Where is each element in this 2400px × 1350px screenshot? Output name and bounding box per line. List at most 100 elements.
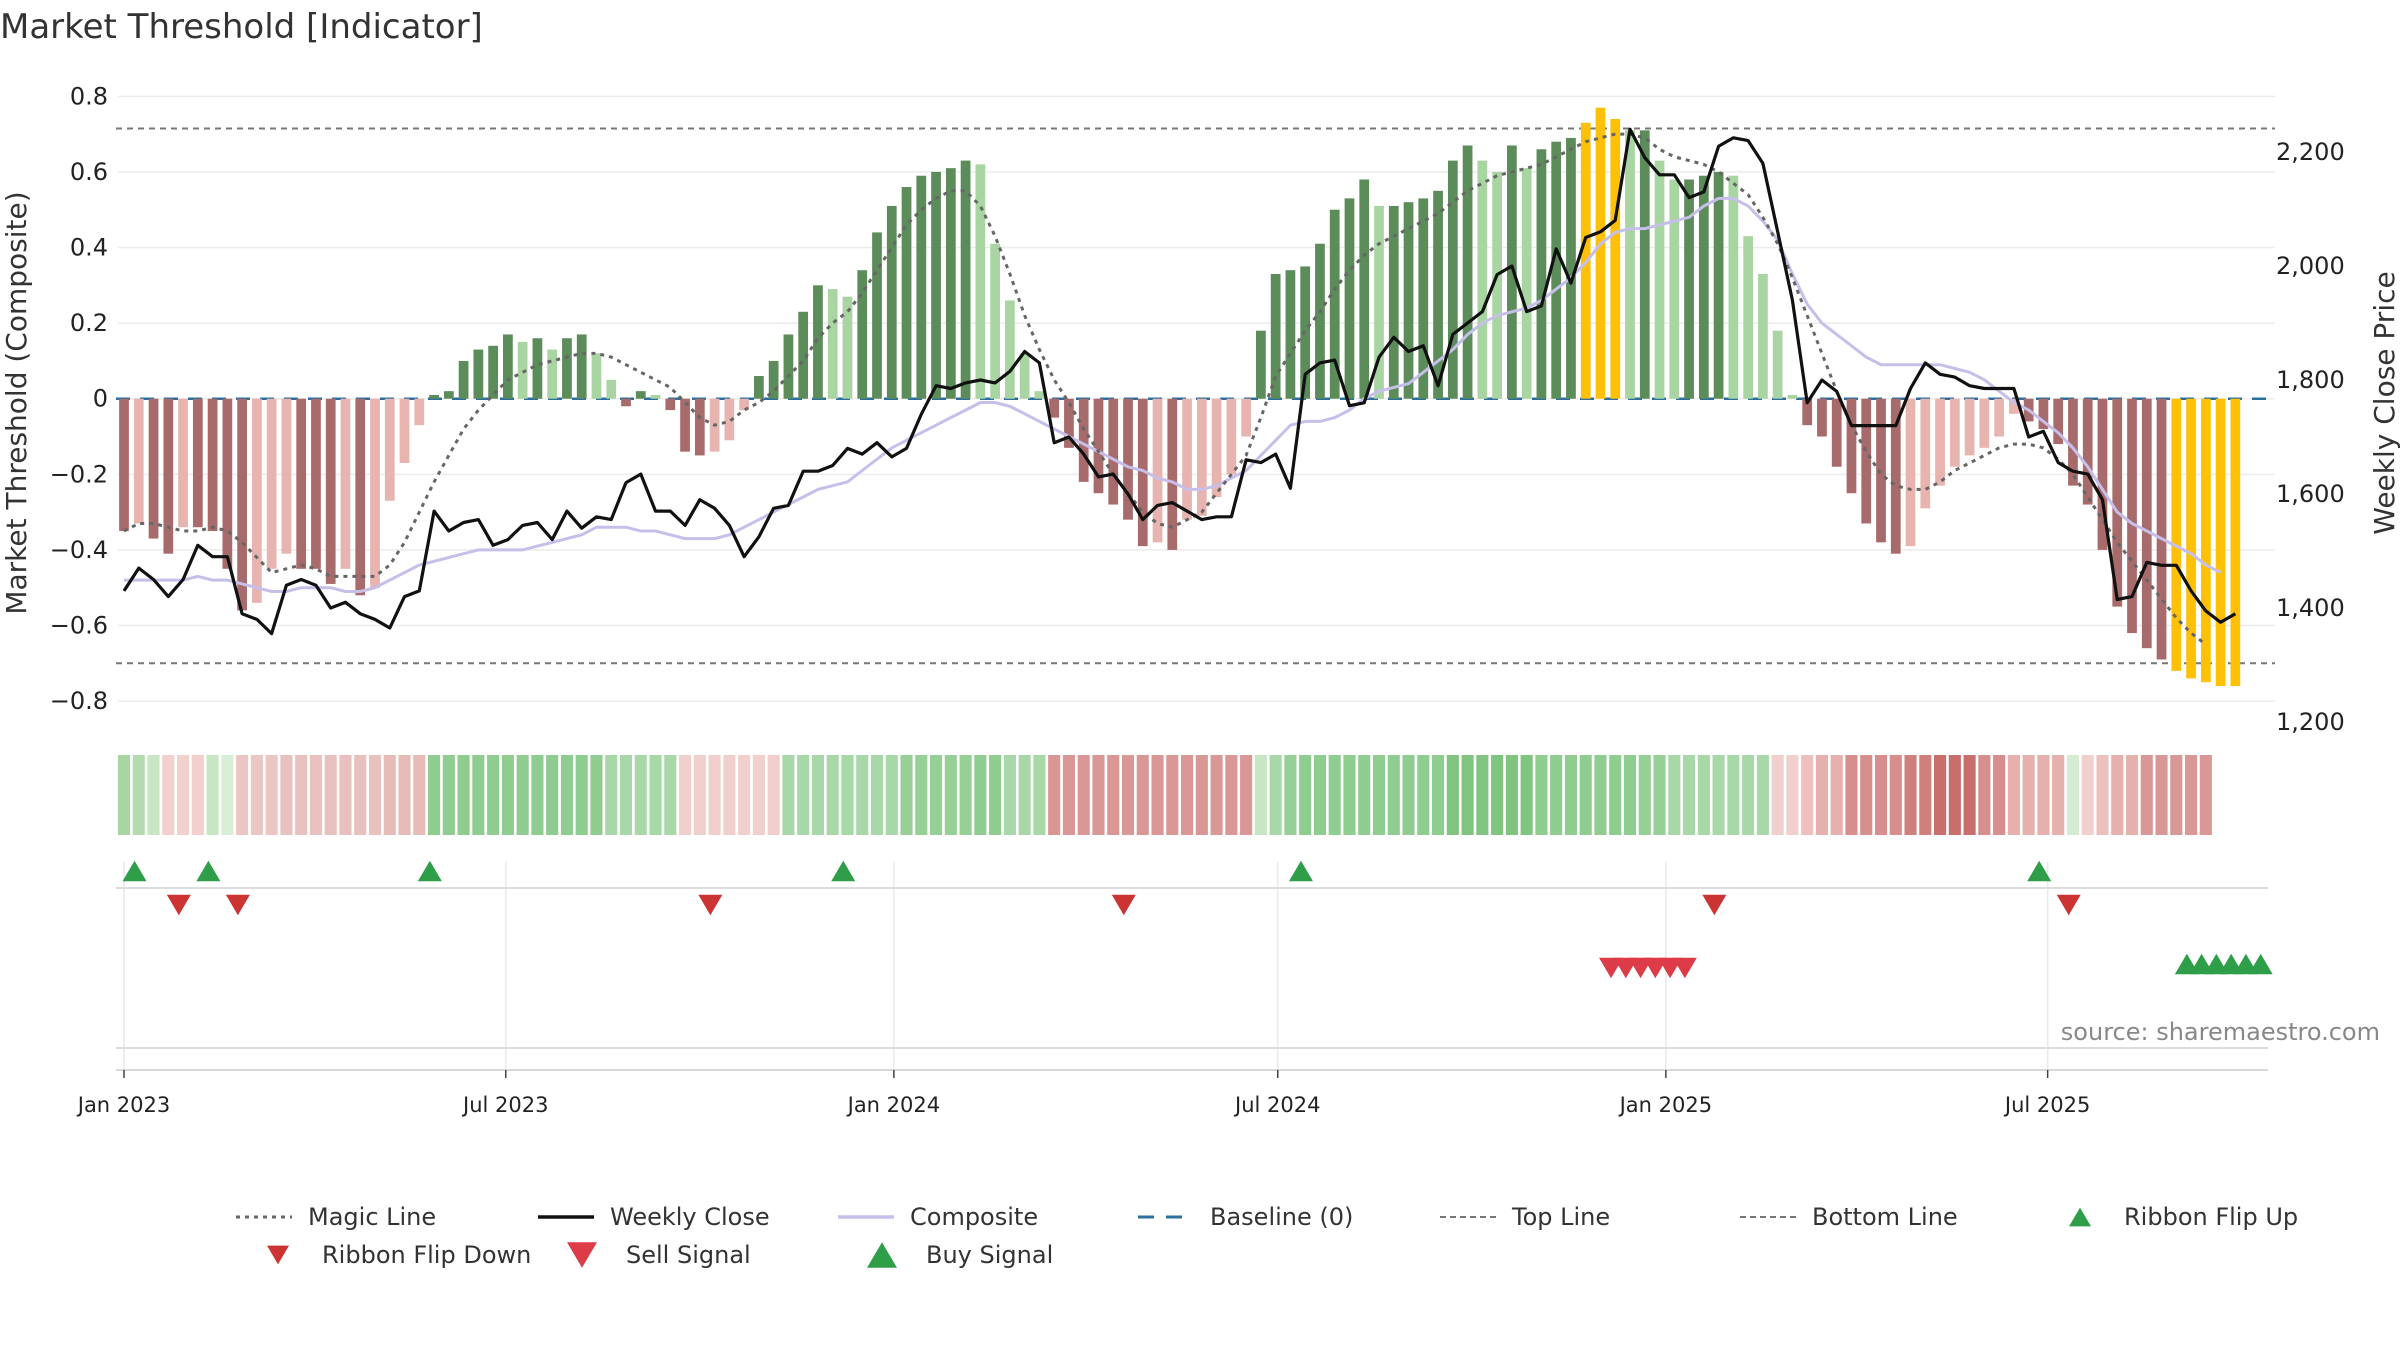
ribbon-cell: [531, 755, 544, 835]
left-tick-label: 0.4: [70, 234, 108, 262]
composite-bar: [1492, 171, 1502, 399]
x-tick-label: Jul 2025: [2003, 1093, 2090, 1117]
ribbon-flip-up-marker: [417, 860, 442, 882]
ribbon-cell: [1653, 755, 1666, 835]
ribbon-cell: [1461, 755, 1474, 835]
composite-bar: [1123, 398, 1133, 520]
ribbon-cell: [2140, 755, 2153, 835]
legend-label: Buy Signal: [926, 1241, 1053, 1269]
ribbon-cell: [885, 755, 898, 835]
composite-bar: [192, 398, 203, 528]
ribbon-cell: [811, 755, 824, 835]
composite-bar: [1787, 394, 1798, 399]
ribbon-flip-up-marker: [831, 860, 856, 882]
ribbon-cell: [1771, 755, 1784, 835]
composite-bar: [901, 187, 912, 399]
composite-bar: [2068, 398, 2078, 486]
composite-bar: [2082, 398, 2093, 505]
composite-bar: [488, 345, 498, 399]
legend-item-close: Weekly Close: [538, 1203, 770, 1231]
composite-bar: [1595, 107, 1606, 399]
sell-signal-marker: [1672, 957, 1697, 979]
ribbon-cell: [693, 755, 706, 835]
legend-swatch: [2069, 1207, 2091, 1227]
composite-bar: [754, 376, 764, 399]
ribbon-cell: [974, 755, 987, 835]
composite-bar: [1979, 398, 1990, 448]
ribbon-cell: [1358, 755, 1371, 835]
composite-bar: [1049, 398, 1060, 418]
composite-bar: [606, 379, 617, 399]
legend-label: Sell Signal: [626, 1241, 751, 1269]
ribbon-cell: [487, 755, 500, 835]
ribbon-cell: [856, 755, 869, 835]
composite-bar: [1285, 270, 1296, 399]
composite-bar: [2127, 398, 2137, 634]
composite-bar: [1817, 398, 1827, 437]
ribbon-cell: [1210, 755, 1223, 835]
ribbon-cell: [177, 755, 190, 835]
composite-bars: [119, 107, 2241, 686]
legend-swatch: [267, 1245, 289, 1265]
ribbon-flip-up-marker: [196, 860, 221, 882]
composite-bar: [2097, 398, 2108, 550]
signal-panels: [116, 860, 2273, 1070]
ribbon-cell: [1550, 755, 1563, 835]
composite-bar: [2200, 398, 2211, 683]
ribbon-cell: [1166, 755, 1179, 835]
legend-label: Ribbon Flip Up: [2124, 1203, 2298, 1231]
ribbon-cell: [1003, 755, 1016, 835]
ribbon-cell: [2170, 755, 2183, 835]
composite-bar: [1625, 130, 1635, 399]
ribbon-cell: [265, 755, 278, 835]
left-tick-label: 0.2: [70, 309, 108, 337]
composite-bar: [1876, 398, 1886, 543]
composite-bar: [266, 398, 277, 569]
composite-bar: [1462, 145, 1473, 399]
ribbon-cell: [2185, 755, 2198, 835]
ribbon-cell: [1579, 755, 1592, 835]
ribbon-cell: [1077, 755, 1090, 835]
ribbon-cell: [117, 755, 131, 835]
composite-bar: [798, 311, 809, 399]
ribbon-cell: [605, 755, 618, 835]
ribbon-cell: [1638, 755, 1651, 835]
ribbon-cell: [1815, 755, 1829, 835]
ribbon-cell: [1284, 755, 1297, 835]
buy-signal-marker: [2248, 953, 2273, 975]
composite-bar: [665, 398, 676, 411]
composite-bar: [1521, 168, 1532, 399]
composite-bar: [473, 349, 484, 399]
x-axis: Jan 2023 Jul 2023 Jan 2024 Jul 2024 Jan 2025…: [76, 1069, 2268, 1117]
ribbon-cell: [619, 755, 633, 835]
composite-bar: [886, 205, 897, 399]
composite-bar: [1920, 398, 1931, 509]
composite-bar: [443, 391, 454, 399]
legend-label: Magic Line: [308, 1203, 436, 1231]
ribbon-cell: [1830, 755, 1843, 835]
right-axis-title: Weekly Close Price: [2368, 271, 2400, 534]
right-tick-label: 2,000: [2276, 252, 2345, 280]
ribbon-cell: [383, 755, 396, 835]
composite-bar: [960, 160, 971, 399]
composite-bar: [872, 232, 882, 399]
ribbon-cell: [826, 755, 839, 835]
legend: Magic Line Weekly Close Composite Baseline …: [236, 1203, 2298, 1269]
x-tick-label: Jan 2025: [1618, 1093, 1713, 1117]
legend-label: Top Line: [1511, 1203, 1610, 1231]
ribbon-cell: [679, 755, 692, 835]
composite-bar: [252, 398, 262, 603]
ribbon-cell: [1092, 755, 1105, 835]
composite-bar: [1447, 160, 1458, 399]
legend-swatch: [567, 1242, 597, 1268]
composite-bar: [296, 398, 307, 569]
composite-bar: [2230, 398, 2241, 686]
ribbon-cell: [1299, 755, 1312, 835]
composite-bar: [990, 243, 1000, 399]
composite-bar: [2038, 398, 2049, 429]
left-tick-label: −0.2: [50, 460, 108, 488]
ribbon-cell: [1107, 755, 1120, 835]
ribbon-cell: [944, 755, 957, 835]
ribbon-cell: [309, 755, 322, 835]
magic-line: [123, 132, 2207, 646]
